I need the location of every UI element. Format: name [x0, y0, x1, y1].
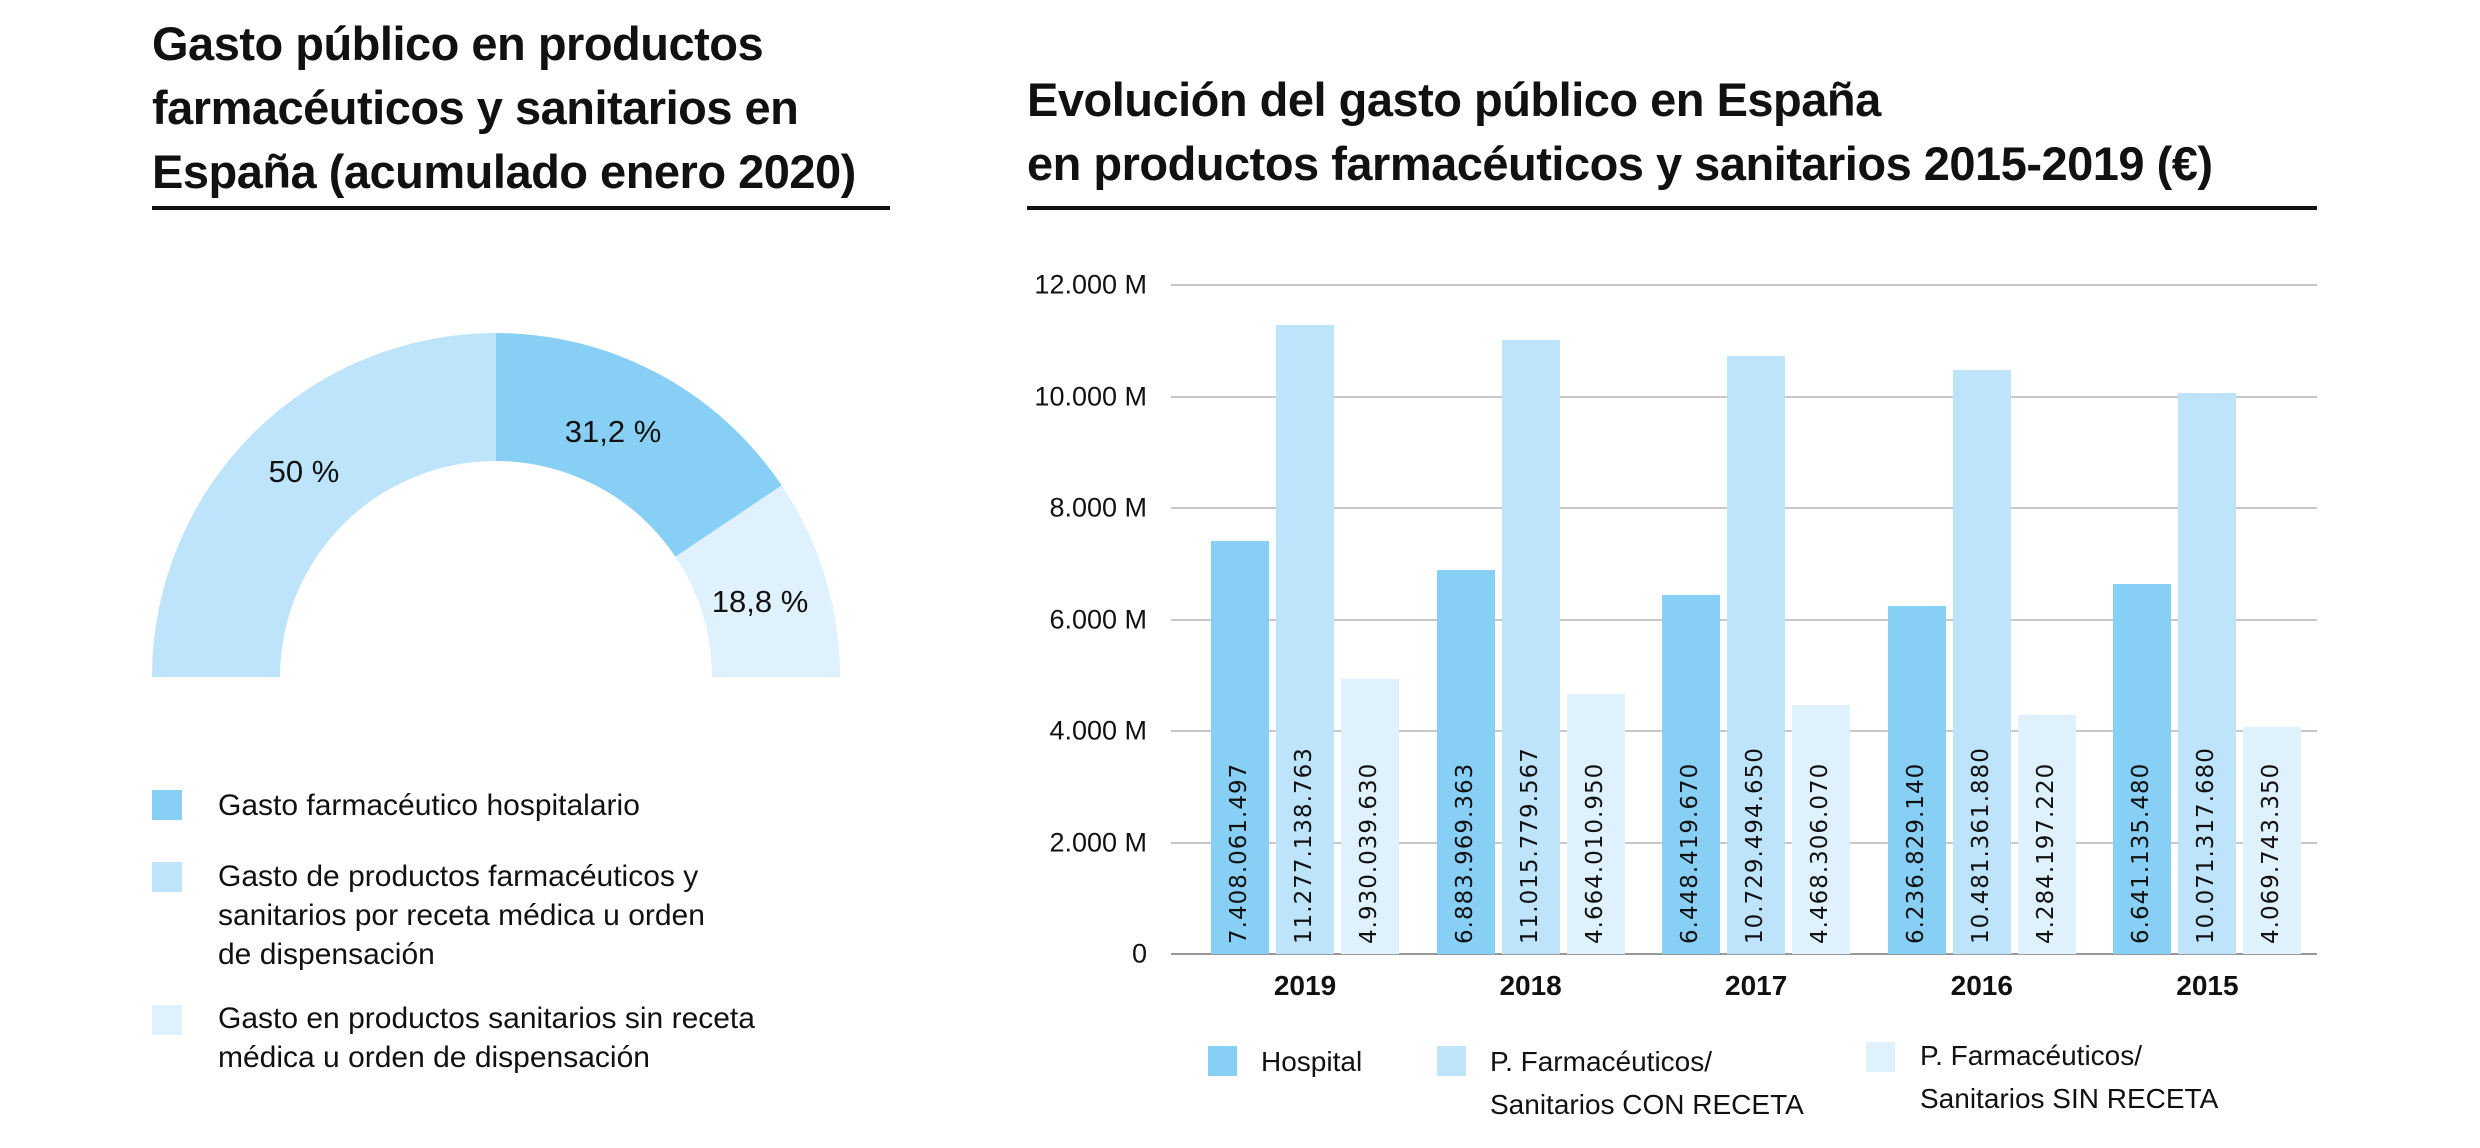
bar-hospital	[1887, 606, 1946, 954]
y-tick-label: 0	[1131, 938, 1147, 969]
legend-swatch-hospital	[152, 790, 182, 820]
title-rule	[1027, 206, 2317, 210]
x-axis-line	[1171, 953, 2317, 955]
x-tick-label: 2018	[1499, 970, 1562, 1001]
bar-sin-receta	[2243, 727, 2302, 954]
bar-sin-receta	[1566, 693, 1625, 954]
legend-line: P. Farmacéuticos/	[1920, 1040, 2143, 1071]
y-tick-label: 2.000 M	[1049, 827, 1147, 857]
bar-value-label: 11.015.779.567	[1516, 747, 1543, 944]
legend-line: Gasto en productos sanitarios sin receta	[218, 1002, 755, 1035]
bar-con-receta	[1276, 325, 1334, 954]
y-tick-label: 10.000 M	[1034, 381, 1147, 411]
legend-swatch-sin-receta	[1866, 1042, 1895, 1072]
donut-title: Gasto público en productos farmacéuticos…	[152, 12, 856, 204]
y-tick-label: 4.000 M	[1049, 715, 1147, 746]
bar-value-label: 6.236.829.140	[1902, 762, 1929, 944]
donut-segment-hospital	[496, 333, 782, 557]
x-tick-label: 2015	[2176, 970, 2239, 1001]
x-tick-label: 2017	[1725, 970, 1788, 1001]
legend-item-con-receta: P. Farmacéuticos/ Sanitarios CON RECETA	[1490, 1040, 1804, 1126]
bar-hospital	[1436, 570, 1495, 954]
donut-segment-sin-receta	[675, 485, 840, 677]
bar-sin-receta	[2017, 715, 2076, 954]
bar-hospital	[2113, 583, 2172, 954]
x-tick-label: 2016	[1950, 970, 2013, 1001]
legend-line: Hospital	[1261, 1046, 1363, 1077]
bar-value-label: 4.284.197.220	[2032, 762, 2059, 944]
bar-chart-title: Evolución del gasto público en España en…	[1027, 68, 2213, 196]
donut-label-sin-receta: 18,8 %	[711, 584, 809, 619]
legend-swatch-hospital	[1208, 1046, 1237, 1076]
bar-value-label: 6.641.135.480	[2128, 762, 2155, 944]
title-rule	[152, 206, 890, 210]
bar-sin-receta	[1792, 704, 1851, 954]
y-tick-label: 6.000 M	[1049, 604, 1147, 634]
half-donut-chart	[152, 333, 840, 677]
legend-swatch-con-receta	[1437, 1046, 1466, 1076]
bar-value-label: 10.481.361.880	[1967, 747, 1994, 944]
bar-hospital	[1211, 541, 1269, 954]
legend-item-hospital: Hospital	[1261, 1040, 1362, 1083]
legend-line: Gasto de productos farmacéuticos y	[218, 860, 699, 893]
bar-value-label: 6.448.419.670	[1677, 762, 1704, 944]
bar-value-label: 10.729.494.650	[1742, 747, 1769, 944]
bar-value-label: 4.468.306.070	[1807, 762, 1834, 944]
donut-label-hospital: 31,2 %	[564, 414, 662, 449]
legend-line: sanitarios por receta médica u orden	[218, 899, 705, 932]
bar-value-label: 11.277.138.763	[1291, 747, 1317, 944]
legend-line: Gasto farmacéutico hospitalario	[218, 789, 640, 822]
bar-value-label: 10.071.317.680	[2193, 747, 2220, 944]
legend-line: P. Farmacéuticos/	[1490, 1046, 1713, 1077]
legend-swatch-sin-receta	[152, 1005, 182, 1035]
y-tick-label: 8.000 M	[1049, 492, 1147, 523]
legend-item-hospital: Gasto farmacéutico hospitalario	[218, 786, 640, 825]
x-tick-label: 2019	[1273, 970, 1337, 1001]
legend-line: médica u orden de dispensación	[218, 1041, 650, 1074]
legend-line: de dispensación	[218, 938, 435, 971]
legend-line: Sanitarios SIN RECETA	[1920, 1083, 2219, 1114]
legend-item-sin-receta: Gasto en productos sanitarios sin receta…	[218, 999, 755, 1077]
bar-con-receta	[1501, 339, 1560, 954]
legend-item-receta: Gasto de productos farmacéuticos y sanit…	[218, 857, 705, 974]
bar-sin-receta	[1341, 679, 1399, 954]
donut-segment-receta	[152, 333, 496, 677]
donut-label-receta: 50 %	[268, 454, 340, 489]
legend-swatch-receta	[152, 862, 182, 892]
title-line: Gasto público en productos	[152, 17, 764, 70]
bar-value-label: 4.664.010.950	[1581, 762, 1608, 944]
y-tick-label: 12.000 M	[1034, 269, 1147, 300]
title-line: en productos farmacéuticos y sanitarios …	[1027, 137, 2213, 190]
bar-value-label: 4.930.039.630	[1356, 762, 1382, 944]
bar-value-label: 6.883.969.363	[1451, 762, 1478, 944]
bar-con-receta	[1727, 355, 1786, 954]
gridline	[1171, 284, 2317, 286]
legend-line: Sanitarios CON RECETA	[1490, 1089, 1804, 1120]
bar-con-receta	[2178, 392, 2237, 954]
bar-hospital	[1662, 594, 1721, 954]
title-line: España (acumulado enero 2020)	[152, 145, 856, 198]
bar-con-receta	[1952, 369, 2011, 954]
title-line: farmacéuticos y sanitarios en	[152, 81, 799, 134]
bar-value-label: 4.069.743.350	[2258, 762, 2285, 944]
legend-item-sin-receta: P. Farmacéuticos/ Sanitarios SIN RECETA	[1920, 1034, 2218, 1120]
bar-value-label: 7.408.061.497	[1226, 762, 1252, 944]
title-line: Evolución del gasto público en España	[1027, 73, 1881, 126]
